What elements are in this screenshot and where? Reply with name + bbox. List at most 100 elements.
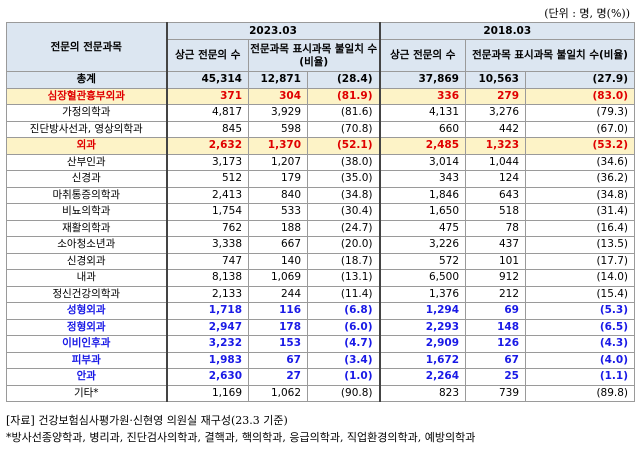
cell-mismatch-ratio-2018: (67.0) bbox=[524, 120, 636, 138]
row-category: 피부과 bbox=[6, 351, 167, 369]
cell-mismatch-ratio-2023: (90.8) bbox=[307, 384, 380, 402]
cell-mismatch-count-2023: 12,871 bbox=[248, 71, 308, 89]
cell-specialists-2018: 1,294 bbox=[378, 302, 466, 320]
cell-mismatch-count-2023: 27 bbox=[248, 368, 308, 386]
cell-specialists-2018: 572 bbox=[378, 252, 466, 270]
cell-mismatch-count-2018: 10,563 bbox=[465, 71, 526, 89]
cell-mismatch-count-2018: 69 bbox=[465, 302, 526, 320]
cell-mismatch-count-2018: 442 bbox=[465, 120, 526, 138]
cell-mismatch-count-2023: 1,062 bbox=[248, 384, 308, 402]
unit-note: (단위 : 명, 명(%)) bbox=[544, 7, 630, 20]
cell-mismatch-ratio-2023: (81.6) bbox=[307, 104, 380, 122]
cell-mismatch-count-2023: 153 bbox=[248, 335, 308, 353]
cell-specialists-2018: 823 bbox=[378, 384, 466, 402]
cell-specialists-2023: 3,338 bbox=[165, 236, 249, 254]
cell-mismatch-count-2018: 212 bbox=[465, 285, 526, 303]
cell-mismatch-count-2023: 598 bbox=[248, 120, 308, 138]
cell-mismatch-count-2023: 1,370 bbox=[248, 137, 308, 155]
cell-mismatch-ratio-2023: (3.4) bbox=[307, 351, 380, 369]
cell-specialists-2023: 45,314 bbox=[165, 71, 249, 89]
specialist-table: 전문의 전문과목 2023.03 2018.03 상근 전문의 수 전문과목 표… bbox=[6, 22, 636, 402]
header-specialists-2018: 상근 전문의 수 bbox=[378, 39, 466, 72]
header-mismatch-2018: 전문과목 표시과목 불일치 수(비율) bbox=[464, 39, 636, 72]
cell-mismatch-count-2018: 67 bbox=[465, 351, 526, 369]
cell-mismatch-ratio-2018: (83.0) bbox=[524, 87, 636, 105]
cell-mismatch-count-2018: 148 bbox=[465, 318, 526, 336]
cell-mismatch-count-2023: 67 bbox=[248, 351, 308, 369]
cell-specialists-2018: 1,650 bbox=[378, 203, 466, 221]
cell-specialists-2018: 6,500 bbox=[378, 269, 466, 287]
table-row: 신경과 512 179 (35.0) 343 124 (36.2) bbox=[6, 170, 636, 188]
cell-mismatch-ratio-2023: (4.7) bbox=[307, 335, 380, 353]
cell-specialists-2018: 343 bbox=[378, 170, 466, 188]
table-body: 총계 45,314 12,871 (28.4) 37,869 10,563 (27.9) 심장… bbox=[6, 71, 636, 402]
cell-mismatch-count-2018: 1,323 bbox=[465, 137, 526, 155]
cell-mismatch-count-2023: 533 bbox=[248, 203, 308, 221]
cell-specialists-2018: 4,131 bbox=[378, 104, 466, 122]
table-row: 총계 45,314 12,871 (28.4) 37,869 10,563 (27.9) bbox=[6, 71, 636, 89]
row-category: 재활의학과 bbox=[6, 219, 167, 237]
table-row: 안과 2,630 27 (1.0) 2,264 25 (1.1) bbox=[6, 368, 636, 386]
cell-specialists-2018: 1,846 bbox=[378, 186, 466, 204]
table-row: 심장혈관흉부외과 371 304 (81.9) 336 279 (83.0) bbox=[6, 87, 636, 105]
cell-specialists-2018: 3,014 bbox=[378, 153, 466, 171]
table-row: 피부과 1,983 67 (3.4) 1,672 67 (4.0) bbox=[6, 351, 636, 369]
cell-mismatch-ratio-2023: (28.4) bbox=[307, 71, 380, 89]
header-year-2023: 2023.03 bbox=[165, 22, 380, 40]
cell-specialists-2023: 1,718 bbox=[165, 302, 249, 320]
row-category: 기타* bbox=[6, 384, 167, 402]
cell-mismatch-ratio-2018: (14.0) bbox=[524, 269, 636, 287]
cell-mismatch-ratio-2018: (17.7) bbox=[524, 252, 636, 270]
cell-mismatch-count-2018: 912 bbox=[465, 269, 526, 287]
row-category: 가정의학과 bbox=[6, 104, 167, 122]
cell-mismatch-ratio-2023: (70.8) bbox=[307, 120, 380, 138]
cell-mismatch-ratio-2018: (89.8) bbox=[524, 384, 636, 402]
row-category: 이비인후과 bbox=[6, 335, 167, 353]
cell-mismatch-ratio-2018: (27.9) bbox=[524, 71, 636, 89]
cell-specialists-2018: 2,909 bbox=[378, 335, 466, 353]
cell-mismatch-ratio-2018: (13.5) bbox=[524, 236, 636, 254]
cell-mismatch-count-2018: 437 bbox=[465, 236, 526, 254]
table-row: 이비인후과 3,232 153 (4.7) 2,909 126 (4.3) bbox=[6, 335, 636, 353]
cell-mismatch-ratio-2018: (34.8) bbox=[524, 186, 636, 204]
cell-mismatch-count-2023: 1,207 bbox=[248, 153, 308, 171]
row-category: 정형외과 bbox=[6, 318, 167, 336]
cell-mismatch-count-2023: 178 bbox=[248, 318, 308, 336]
header-specialists-2023: 상근 전문의 수 bbox=[165, 39, 249, 72]
cell-specialists-2023: 512 bbox=[165, 170, 249, 188]
table-row: 진단방사선과, 영상의학과 845 598 (70.8) 660 442 (67.0) bbox=[6, 120, 636, 138]
cell-mismatch-ratio-2018: (5.3) bbox=[524, 302, 636, 320]
cell-mismatch-count-2018: 101 bbox=[465, 252, 526, 270]
header-year-2018: 2018.03 bbox=[378, 22, 636, 40]
cell-specialists-2023: 3,173 bbox=[165, 153, 249, 171]
source-note: [자료] 건강보험심사평가원·신현영 의원실 재구성(23.3 기준) bbox=[6, 414, 288, 427]
cell-mismatch-count-2018: 279 bbox=[465, 87, 526, 105]
cell-mismatch-ratio-2023: (20.0) bbox=[307, 236, 380, 254]
cell-mismatch-ratio-2023: (6.0) bbox=[307, 318, 380, 336]
cell-mismatch-count-2023: 116 bbox=[248, 302, 308, 320]
cell-mismatch-count-2018: 643 bbox=[465, 186, 526, 204]
cell-specialists-2023: 371 bbox=[165, 87, 249, 105]
cell-mismatch-count-2023: 188 bbox=[248, 219, 308, 237]
cell-mismatch-ratio-2018: (36.2) bbox=[524, 170, 636, 188]
row-category: 내과 bbox=[6, 269, 167, 287]
cell-mismatch-count-2018: 739 bbox=[465, 384, 526, 402]
cell-mismatch-ratio-2023: (35.0) bbox=[307, 170, 380, 188]
cell-specialists-2018: 2,293 bbox=[378, 318, 466, 336]
table-row: 정형외과 2,947 178 (6.0) 2,293 148 (6.5) bbox=[6, 318, 636, 336]
cell-specialists-2023: 1,983 bbox=[165, 351, 249, 369]
table-row: 가정의학과 4,817 3,929 (81.6) 4,131 3,276 (79.3) bbox=[6, 104, 636, 122]
row-category: 산부인과 bbox=[6, 153, 167, 171]
cell-mismatch-ratio-2018: (1.1) bbox=[524, 368, 636, 386]
row-category: 마취통증의학과 bbox=[6, 186, 167, 204]
cell-mismatch-ratio-2018: (34.6) bbox=[524, 153, 636, 171]
cell-mismatch-ratio-2023: (6.8) bbox=[307, 302, 380, 320]
cell-specialists-2023: 4,817 bbox=[165, 104, 249, 122]
cell-mismatch-count-2023: 1,069 bbox=[248, 269, 308, 287]
cell-mismatch-count-2023: 179 bbox=[248, 170, 308, 188]
cell-mismatch-ratio-2018: (79.3) bbox=[524, 104, 636, 122]
cell-specialists-2018: 2,264 bbox=[378, 368, 466, 386]
table-row: 내과 8,138 1,069 (13.1) 6,500 912 (14.0) bbox=[6, 269, 636, 287]
table-row: 소아청소년과 3,338 667 (20.0) 3,226 437 (13.5) bbox=[6, 236, 636, 254]
row-category: 진단방사선과, 영상의학과 bbox=[6, 120, 167, 138]
